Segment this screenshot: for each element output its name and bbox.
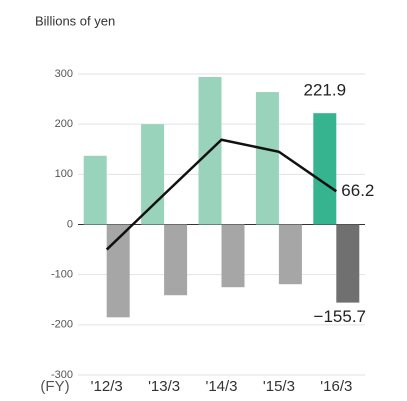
bar xyxy=(336,224,360,303)
y-tick-label: 0 xyxy=(67,218,73,230)
x-tick-label: '16/3 xyxy=(320,378,352,395)
bar xyxy=(83,155,107,225)
bar xyxy=(278,224,302,285)
data-label: −155.7 xyxy=(314,307,366,326)
bar xyxy=(141,124,165,225)
data-label: 221.9 xyxy=(304,81,347,100)
y-tick-label: 200 xyxy=(55,118,73,130)
data-label: 66.2 xyxy=(341,181,374,200)
x-tick-label: '13/3 xyxy=(148,378,180,395)
y-tick-label: -300 xyxy=(51,369,73,381)
x-tick-label: '12/3 xyxy=(91,378,123,395)
bar xyxy=(164,224,188,296)
y-tick-label: 300 xyxy=(55,68,73,80)
x-tick-label: '14/3 xyxy=(205,378,237,395)
x-tick-label: '15/3 xyxy=(263,378,295,395)
line xyxy=(105,138,338,251)
bar xyxy=(313,113,337,225)
chart-title: Billions of yen xyxy=(35,13,115,28)
bar xyxy=(221,224,245,288)
bar xyxy=(255,92,279,225)
bar xyxy=(106,224,130,318)
y-tick-label: -200 xyxy=(51,319,73,331)
y-tick-label: 100 xyxy=(55,168,73,180)
y-tick-label: -100 xyxy=(51,269,73,281)
x-axis-prefix: (FY) xyxy=(40,378,69,395)
